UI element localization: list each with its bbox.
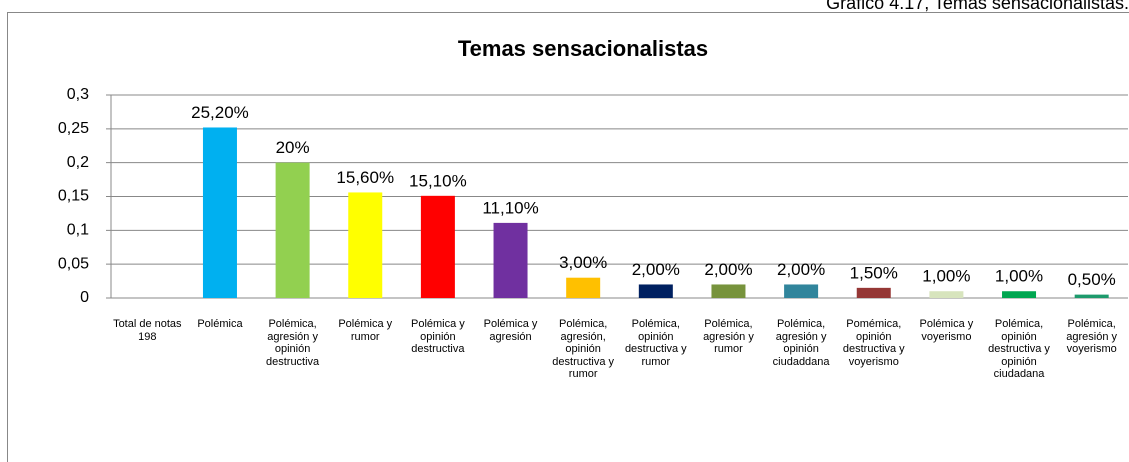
- y-tick-label: 0: [80, 289, 89, 306]
- bar: [856, 287, 891, 298]
- bar: [275, 162, 310, 298]
- value-label: 2,00%: [777, 260, 825, 279]
- value-label: 15,60%: [336, 168, 394, 187]
- x-tick-label: Polémica y voyerismo: [919, 318, 974, 343]
- bar: [420, 195, 455, 298]
- value-label: 25,20%: [191, 103, 249, 122]
- bar: [638, 284, 673, 298]
- y-tick-label: 0,25: [58, 120, 89, 137]
- bar: [1074, 294, 1109, 298]
- x-tick-label: Pomémica, opinión destructiva y voyerism…: [842, 318, 905, 368]
- x-tick-label: Polémica: [197, 318, 243, 330]
- y-tick-label: 0,1: [67, 222, 89, 239]
- bar: [1002, 291, 1037, 298]
- y-tick-label: 0,05: [58, 255, 89, 272]
- x-tick-label: Polémica, opinión destructiva y rumor: [624, 318, 687, 368]
- value-label: 2,00%: [632, 260, 680, 279]
- x-tick-label: Polémica, opinión destructiva y opinión …: [988, 318, 1050, 380]
- x-tick-label: Polémica y agresión: [483, 318, 538, 343]
- value-label: 3,00%: [559, 253, 607, 272]
- x-tick-label: Polémica, agresión y rumor: [703, 318, 754, 355]
- bar: [493, 222, 528, 298]
- value-label: 11,10%: [482, 198, 538, 217]
- y-tick-label: 0,3: [67, 86, 89, 103]
- bar: [202, 127, 237, 298]
- caption: Gráfico 4.17, Temas sensacionalistas.: [826, 0, 1129, 13]
- y-tick-label: 0,2: [67, 154, 89, 171]
- value-label: 15,10%: [409, 171, 467, 190]
- bar: [566, 277, 601, 298]
- value-label: 2,00%: [704, 260, 752, 279]
- x-tick-label: Total de notas 198: [113, 318, 182, 343]
- chart-frame: [7, 12, 1129, 462]
- x-tick-label: Polémica, agresión y voyerismo: [1066, 318, 1118, 355]
- bar: [711, 284, 746, 298]
- bar: [348, 192, 383, 298]
- value-label: 1,00%: [922, 267, 970, 286]
- x-tick-label: Polémica y opinión destructiva: [410, 318, 465, 355]
- y-tick-label: 0,15: [58, 188, 89, 205]
- bar: [784, 284, 819, 298]
- chart-title: Temas sensacionalistas: [458, 36, 708, 61]
- x-tick-label: Polémica, agresión y opinión ciudaddana: [772, 318, 830, 368]
- x-tick-label: Polémica y rumor: [338, 318, 393, 343]
- value-label: 1,50%: [850, 263, 898, 282]
- bar: [929, 291, 964, 298]
- x-tick-label: Polémica, agresión, opinión destructiva …: [552, 318, 615, 380]
- value-label: 0,50%: [1068, 270, 1116, 289]
- caption-bg: [670, 0, 1129, 12]
- x-tick-label: Polémica, agresión y opinión destructiva: [265, 318, 320, 368]
- value-label: 20%: [276, 138, 310, 157]
- value-label: 1,00%: [995, 267, 1043, 286]
